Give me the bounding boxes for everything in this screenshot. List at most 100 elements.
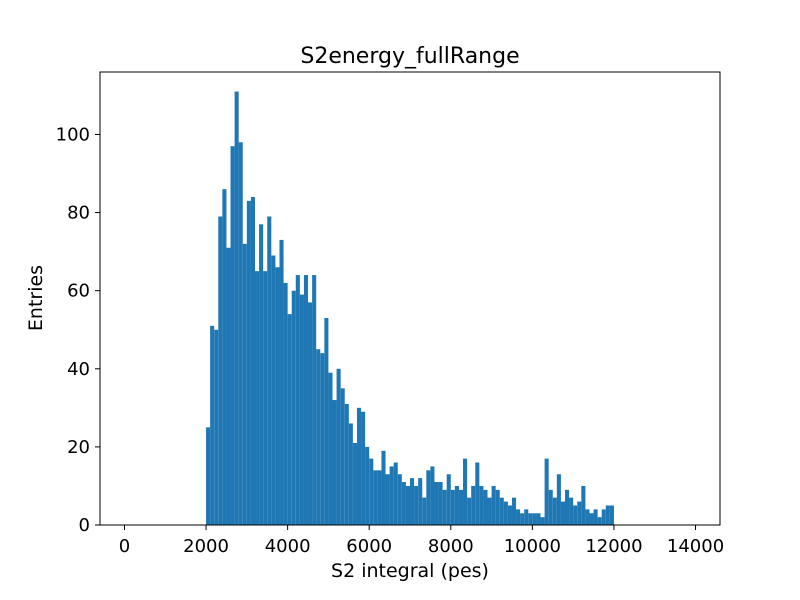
histogram-bar (210, 325, 215, 525)
histogram-bar (544, 458, 549, 525)
y-tick-label: 60 (67, 281, 90, 302)
x-tick-label: 14000 (667, 536, 724, 557)
histogram-bar (418, 478, 423, 525)
histogram-bar (454, 485, 459, 525)
histogram-bar (573, 505, 578, 525)
histogram-bar (308, 302, 313, 525)
histogram-bar (438, 482, 443, 525)
histogram-bar (348, 423, 353, 525)
histogram-bar (483, 489, 488, 525)
histogram-bar (471, 485, 476, 525)
y-tick-label: 100 (56, 124, 90, 145)
histogram-bar (361, 411, 366, 525)
histogram-bar (332, 400, 337, 525)
histogram-bar (430, 466, 435, 525)
histogram-bar (560, 501, 565, 525)
histogram-bar (463, 458, 468, 525)
x-tick-label: 2000 (183, 536, 229, 557)
x-tick-label: 4000 (265, 536, 311, 557)
histogram-bar (601, 509, 606, 525)
histogram-bar (226, 247, 231, 525)
histogram-bar (218, 216, 223, 525)
histogram-bars (206, 91, 614, 526)
histogram-bar (336, 368, 341, 525)
histogram-bar (295, 275, 300, 525)
plot-frame (99, 71, 721, 526)
y-axis-label: Entries (25, 265, 47, 331)
histogram-bar (242, 243, 247, 526)
histogram-bar (230, 146, 235, 525)
histogram-bar (495, 489, 500, 525)
histogram-bar (397, 474, 402, 525)
histogram-bar (328, 372, 333, 525)
histogram-bar (352, 442, 357, 525)
histogram-bar (377, 470, 382, 525)
histogram-bar (487, 497, 492, 525)
histogram-bar (585, 509, 590, 525)
histogram-bar (303, 275, 309, 525)
histogram-bar (250, 196, 255, 525)
histogram-bar (320, 353, 325, 525)
histogram-bar (434, 482, 439, 525)
histogram-bar (214, 329, 219, 525)
histogram-bar (271, 255, 276, 526)
histogram-bar (287, 314, 292, 525)
histogram-bar (516, 509, 521, 525)
histogram-bar (442, 489, 447, 525)
histogram-bar (577, 501, 582, 525)
histogram-bar (524, 509, 529, 525)
histogram-bar (401, 482, 406, 525)
x-tick-label: 6000 (346, 536, 392, 557)
histogram-bar (299, 294, 304, 525)
histogram-bar (344, 403, 349, 525)
y-tick-label: 40 (67, 359, 90, 380)
histogram-bar (426, 470, 431, 525)
histogram-bar (238, 142, 243, 526)
histogram-bar (569, 497, 574, 525)
histogram-bar (414, 485, 419, 525)
histogram-bar (234, 91, 239, 525)
x-axis-label: S2 integral (pes) (331, 560, 489, 582)
histogram-bar (540, 517, 545, 525)
histogram-bar (389, 466, 394, 525)
histogram-bar (340, 388, 345, 525)
histogram-bar (593, 509, 598, 525)
histogram-bar (263, 271, 268, 525)
histogram-bar (316, 349, 321, 525)
histogram-bar (458, 489, 464, 525)
histogram-bar (565, 489, 570, 525)
histogram-bar (267, 216, 272, 525)
histogram-bar (385, 474, 390, 525)
histogram-bar (491, 485, 496, 525)
histogram-bar (609, 505, 614, 525)
histogram-bar (369, 458, 374, 525)
histogram-bar (279, 239, 284, 525)
histogram-bar (373, 470, 378, 525)
histogram-bar (536, 513, 541, 525)
histogram-bar (499, 497, 504, 525)
histogram-bar (405, 485, 410, 525)
x-tick-label: 0 (119, 536, 130, 557)
y-tick-label: 20 (67, 437, 90, 458)
y-axis-ticks: 0 20 40 60 80 100 (56, 124, 100, 536)
histogram-bar (259, 224, 264, 525)
histogram-bar (381, 450, 386, 525)
histogram-bar (552, 497, 557, 525)
y-tick-label: 80 (67, 203, 90, 224)
histogram-bar (475, 462, 480, 525)
histogram-bar (446, 474, 451, 525)
x-axis-ticks: 0 2000 4000 6000 8000 10000 12000 14000 (119, 525, 724, 557)
histogram-bar (532, 513, 537, 525)
histogram-bar (528, 513, 533, 525)
y-tick-label: 0 (79, 515, 90, 536)
histogram-bar (467, 497, 472, 525)
histogram-bar (291, 290, 296, 525)
histogram-bar (597, 517, 602, 525)
histogram-bar (246, 200, 251, 525)
histogram-bar (503, 501, 508, 525)
histogram-bar (255, 271, 260, 525)
histogram-bar (605, 505, 610, 525)
histogram-bar (556, 474, 561, 525)
